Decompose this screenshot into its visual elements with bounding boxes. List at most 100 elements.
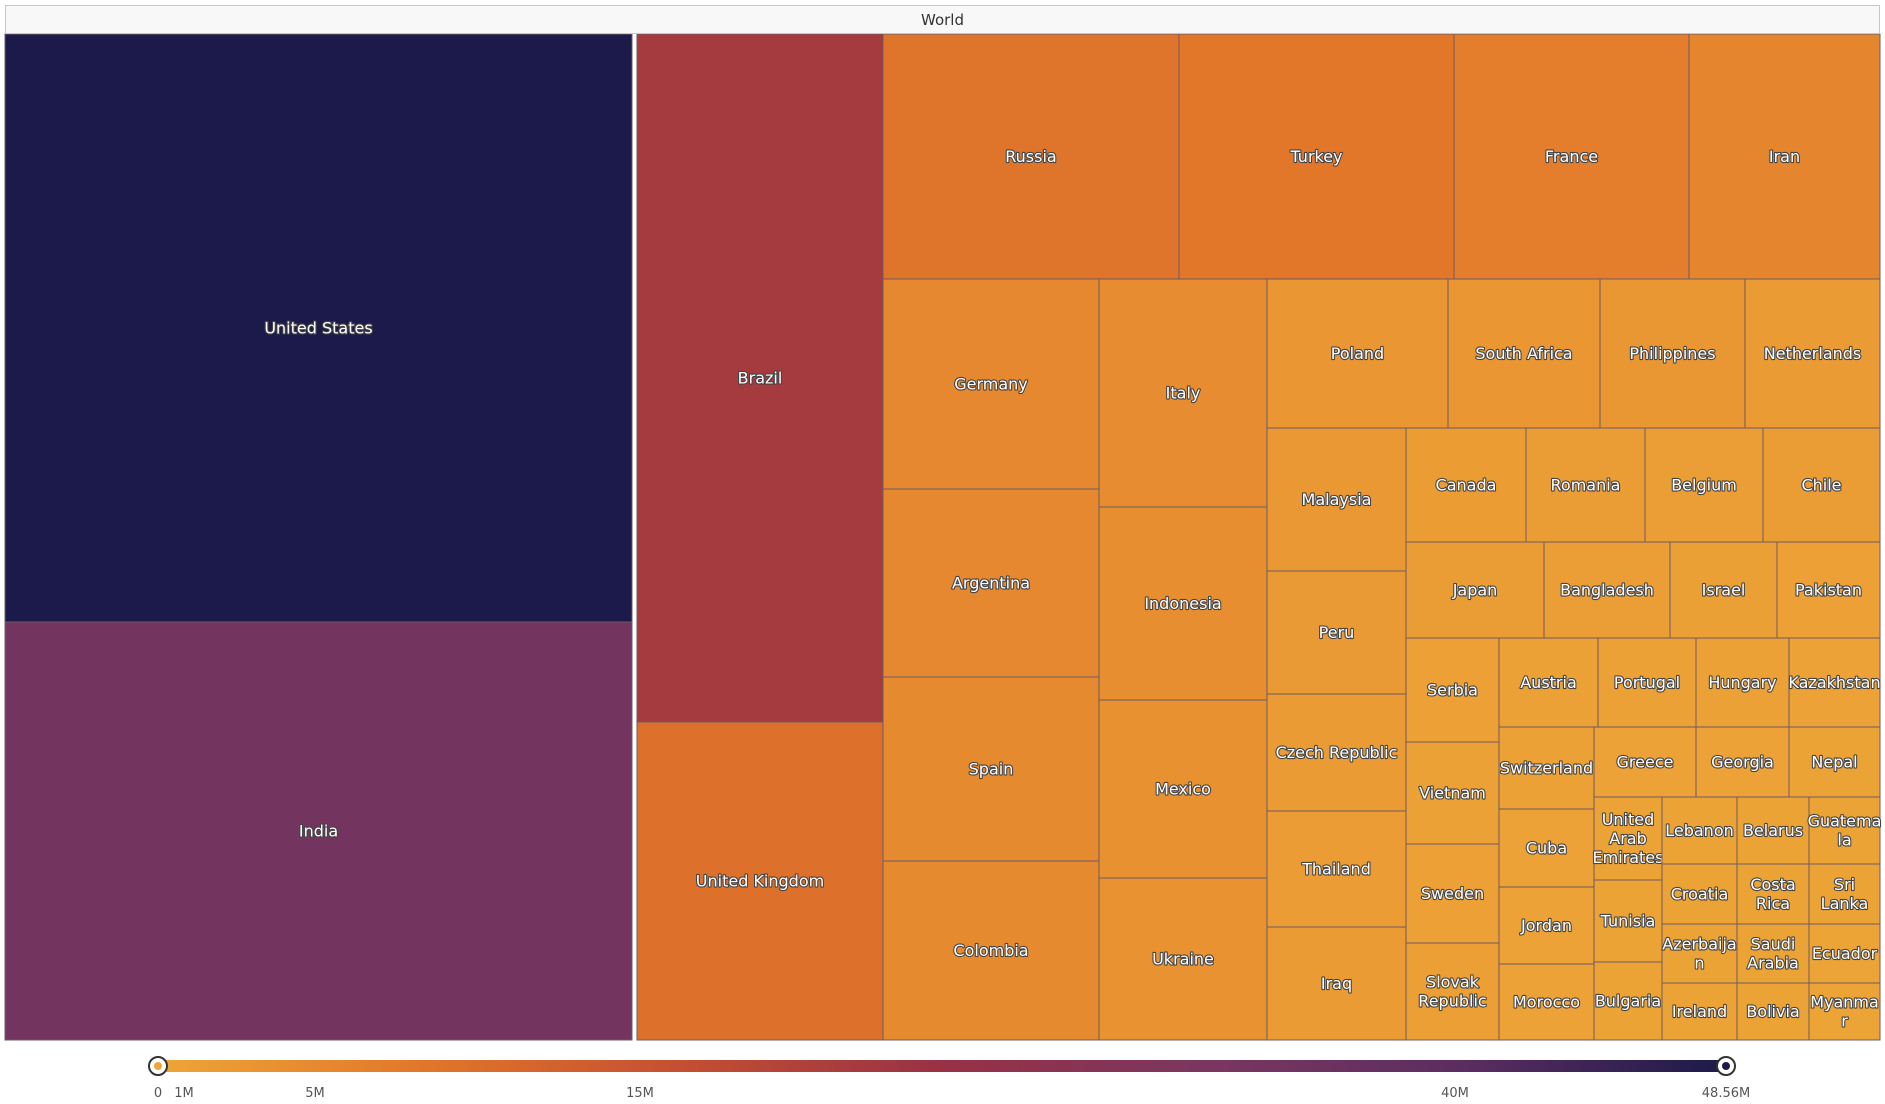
treemap-tile-guatemala[interactable]: Guatema la xyxy=(1806,796,1883,865)
treemap-tile-iran[interactable]: Iran xyxy=(1688,33,1881,280)
treemap-tile-india[interactable]: India xyxy=(4,621,633,1041)
treemap-tile-costa-rica[interactable]: Costa Rica xyxy=(1736,863,1810,925)
treemap-tile-lebanon[interactable]: Lebanon xyxy=(1661,796,1738,865)
treemap-tile-serbia[interactable]: Serbia xyxy=(1405,637,1500,743)
treemap-tile-italy[interactable]: Italy xyxy=(1098,278,1268,508)
treemap-tile-saudi-arabia[interactable]: Saudi Arabia xyxy=(1736,923,1810,984)
treemap-tile-rect[interactable] xyxy=(1453,33,1690,280)
treemap-tile-rect[interactable] xyxy=(1098,699,1268,879)
treemap-tile-jordan[interactable]: Jordan xyxy=(1498,886,1595,965)
treemap-tile-greece[interactable]: Greece xyxy=(1593,726,1697,798)
treemap-tile-rect[interactable] xyxy=(1788,637,1881,728)
treemap-tile-rect[interactable] xyxy=(1266,570,1407,695)
treemap-tile-spain[interactable]: Spain xyxy=(882,676,1100,862)
treemap-tile-south-africa[interactable]: South Africa xyxy=(1447,278,1601,429)
treemap-tile-azerbaijan[interactable]: Azerbaija n xyxy=(1661,923,1738,984)
treemap-tile-united-states[interactable]: United States xyxy=(4,33,633,623)
treemap-tile-morocco[interactable]: Morocco xyxy=(1498,963,1595,1041)
treemap-tile-ecuador[interactable]: Ecuador xyxy=(1808,923,1881,984)
treemap-tile-canada[interactable]: Canada xyxy=(1405,427,1527,543)
treemap-tile-colombia[interactable]: Colombia xyxy=(882,860,1100,1041)
treemap-tile-rect[interactable] xyxy=(882,860,1100,1041)
treemap-tile-thailand[interactable]: Thailand xyxy=(1266,810,1407,928)
treemap-tile-ukraine[interactable]: Ukraine xyxy=(1098,877,1268,1041)
treemap-tile-rect[interactable] xyxy=(1736,863,1810,925)
treemap-tile-bangladesh[interactable]: Bangladesh xyxy=(1543,541,1671,639)
treemap-tile-rect[interactable] xyxy=(1266,693,1407,812)
treemap-tile-cuba[interactable]: Cuba xyxy=(1498,808,1595,888)
treemap-tile-argentina[interactable]: Argentina xyxy=(882,488,1100,678)
treemap-tile-iraq[interactable]: Iraq xyxy=(1266,926,1407,1041)
treemap-tile-rect[interactable] xyxy=(1498,808,1595,888)
treemap-tile-rect[interactable] xyxy=(1661,923,1738,984)
treemap-tile-rect[interactable] xyxy=(1266,278,1449,429)
treemap-tile-rect[interactable] xyxy=(1599,278,1746,429)
treemap-tile-rect[interactable] xyxy=(1543,541,1671,639)
treemap-tile-romania[interactable]: Romania xyxy=(1525,427,1646,543)
treemap-tile-germany[interactable]: Germany xyxy=(882,278,1100,490)
treemap-tile-brazil[interactable]: Brazil xyxy=(636,33,884,723)
treemap-tile-rect[interactable] xyxy=(1593,961,1663,1041)
treemap-tile-rect[interactable] xyxy=(1762,427,1881,543)
treemap-tile-belgium[interactable]: Belgium xyxy=(1644,427,1764,543)
treemap-tile-united-kingdom[interactable]: United Kingdom xyxy=(636,721,884,1041)
treemap-tile-rect[interactable] xyxy=(1661,796,1738,865)
treemap-tile-rect[interactable] xyxy=(1808,982,1881,1041)
treemap-tile-switzerland[interactable]: Switzerland xyxy=(1498,726,1595,810)
treemap-tile-chile[interactable]: Chile xyxy=(1762,427,1881,543)
treemap-tile-rect[interactable] xyxy=(1808,796,1881,865)
treemap-tile-czech-republic[interactable]: Czech Republic xyxy=(1266,693,1407,812)
treemap-tile-russia[interactable]: Russia xyxy=(882,33,1180,280)
treemap-tile-sri-lanka[interactable]: Sri Lanka xyxy=(1808,863,1881,925)
treemap-tile-mexico[interactable]: Mexico xyxy=(1098,699,1268,879)
treemap-tile-rect[interactable] xyxy=(1776,541,1881,639)
treemap-tile-rect[interactable] xyxy=(636,721,884,1041)
treemap-tile-france[interactable]: France xyxy=(1453,33,1690,280)
treemap-tile-austria[interactable]: Austria xyxy=(1498,637,1599,728)
treemap-tile-rect[interactable] xyxy=(1736,982,1810,1041)
treemap-tile-netherlands[interactable]: Netherlands xyxy=(1744,278,1881,429)
colorbar-max-handle[interactable] xyxy=(1716,1056,1736,1076)
treemap-tile-rect[interactable] xyxy=(1695,726,1790,798)
treemap-tile-rect[interactable] xyxy=(1405,942,1500,1041)
treemap-tile-rect[interactable] xyxy=(1661,982,1738,1041)
treemap-tile-rect[interactable] xyxy=(1788,726,1881,798)
treemap-tile-pakistan[interactable]: Pakistan xyxy=(1776,541,1881,639)
treemap-tile-turkey[interactable]: Turkey xyxy=(1178,33,1455,280)
treemap-tile-rect[interactable] xyxy=(1688,33,1881,280)
treemap-tile-rect[interactable] xyxy=(1498,726,1595,810)
treemap-tile-rect[interactable] xyxy=(1447,278,1601,429)
treemap-tile-rect[interactable] xyxy=(1178,33,1455,280)
treemap-tile-rect[interactable] xyxy=(1808,923,1881,984)
colorbar-min-handle[interactable] xyxy=(148,1056,168,1076)
treemap-tile-japan[interactable]: Japan xyxy=(1405,541,1545,639)
treemap-tile-rect[interactable] xyxy=(1736,796,1810,865)
treemap-tile-rect[interactable] xyxy=(1266,427,1407,572)
treemap-tile-bulgaria[interactable]: Bulgaria xyxy=(1593,961,1663,1041)
treemap-tile-rect[interactable] xyxy=(1736,923,1810,984)
treemap-tile-rect[interactable] xyxy=(1744,278,1881,429)
treemap-tile-poland[interactable]: Poland xyxy=(1266,278,1449,429)
treemap-tile-rect[interactable] xyxy=(882,488,1100,678)
treemap-tile-philippines[interactable]: Philippines xyxy=(1599,278,1746,429)
treemap-root-header[interactable]: World xyxy=(5,5,1880,34)
treemap-tile-israel[interactable]: Israel xyxy=(1669,541,1778,639)
treemap-tile-rect[interactable] xyxy=(1405,741,1500,845)
treemap-tile-rect[interactable] xyxy=(1098,877,1268,1041)
treemap-tile-indonesia[interactable]: Indonesia xyxy=(1098,506,1268,701)
treemap-tile-united-arab-emirates[interactable]: United Arab Emirates xyxy=(1591,796,1665,881)
treemap-tile-rect[interactable] xyxy=(1405,843,1500,944)
treemap-tile-nepal[interactable]: Nepal xyxy=(1788,726,1881,798)
treemap-tile-rect[interactable] xyxy=(4,33,633,623)
treemap-tile-rect[interactable] xyxy=(1525,427,1646,543)
treemap-tile-slovak-republic[interactable]: Slovak Republic xyxy=(1405,942,1500,1041)
treemap-tile-kazakhstan[interactable]: Kazakhstan xyxy=(1787,637,1882,728)
treemap-tile-ireland[interactable]: Ireland xyxy=(1661,982,1738,1041)
treemap-tile-rect[interactable] xyxy=(1098,506,1268,701)
treemap-tile-georgia[interactable]: Georgia xyxy=(1695,726,1790,798)
treemap-tile-rect[interactable] xyxy=(4,621,633,1041)
treemap-tile-rect[interactable] xyxy=(1593,796,1663,881)
treemap-tile-hungary[interactable]: Hungary xyxy=(1695,637,1790,728)
treemap-tile-croatia[interactable]: Croatia xyxy=(1661,863,1738,925)
treemap-tile-portugal[interactable]: Portugal xyxy=(1597,637,1697,728)
